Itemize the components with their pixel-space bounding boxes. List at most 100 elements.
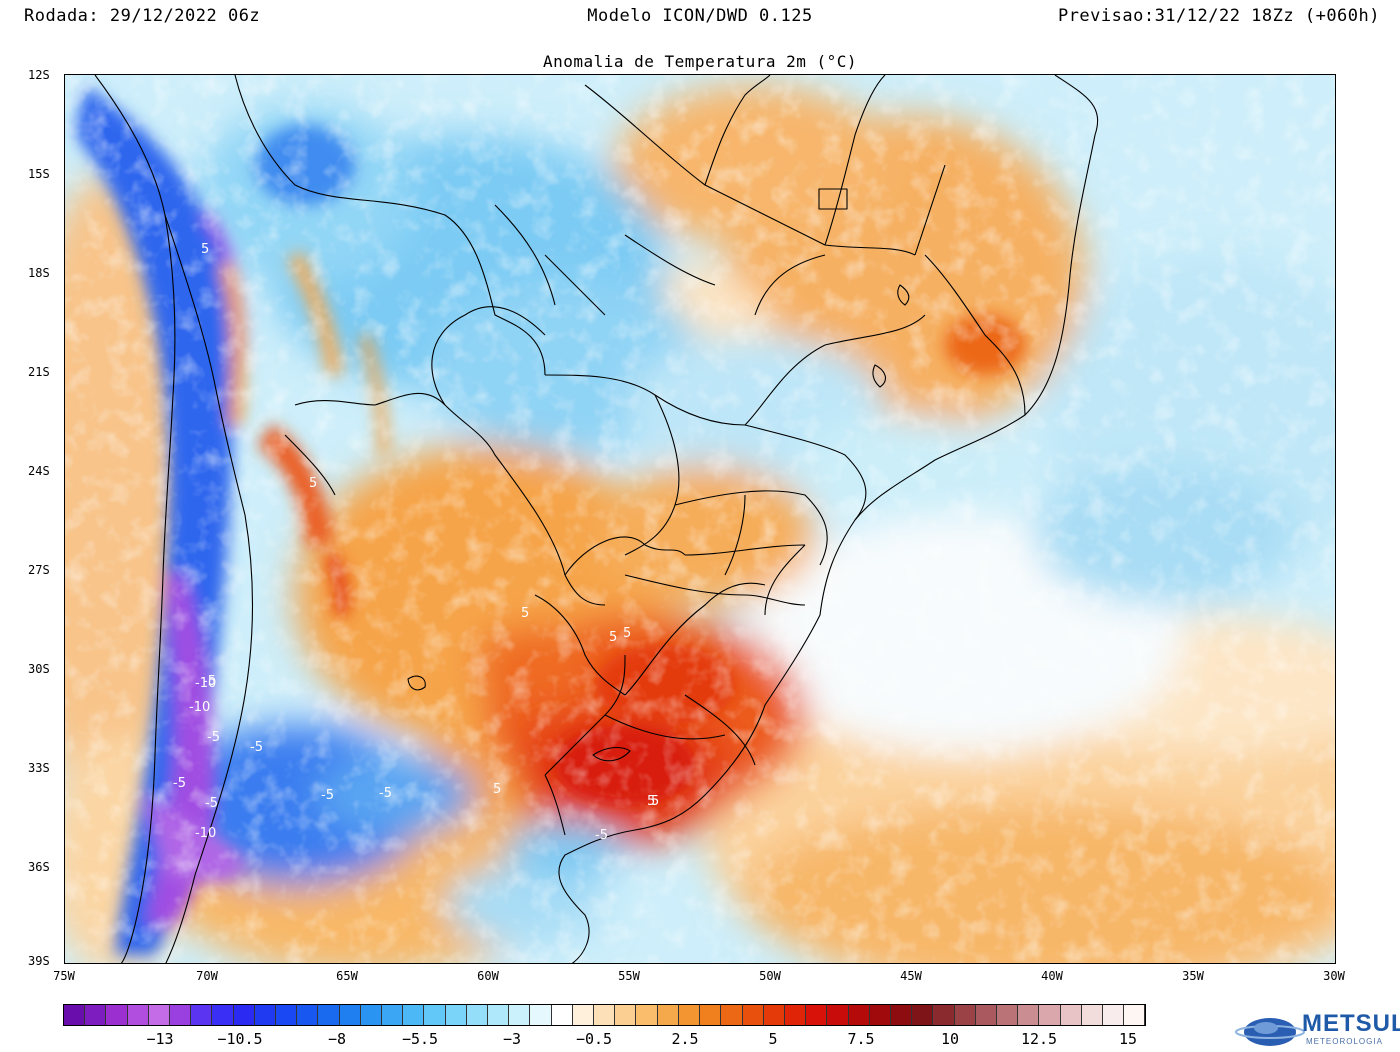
contour-label: -5 (205, 796, 218, 811)
colorbar-swatch (509, 1005, 531, 1025)
map-canvas: 5 5 5 -5 5 -5 -10 -10 -5 -5 -10 -5 -5 5 … (65, 75, 1335, 963)
colorbar-tick-label: 15 (1118, 1030, 1138, 1048)
colorbar-swatch (424, 1005, 446, 1025)
contour-label: -5 (203, 674, 216, 689)
latitude-label: 30S (28, 662, 50, 676)
contour-label: 5 (651, 794, 659, 809)
colorbar-swatch (763, 1005, 785, 1025)
contour-label: -10 (189, 700, 210, 715)
colorbar-swatch (276, 1005, 298, 1025)
latitude-label: 39S (28, 954, 50, 968)
longitude-label: 65W (336, 969, 358, 983)
contour-label: 5 (521, 606, 529, 621)
colorbar-swatch (742, 1005, 764, 1025)
colorbar-swatch (1081, 1005, 1103, 1025)
colorbar-swatch (784, 1005, 807, 1025)
colorbar-swatch (212, 1005, 234, 1025)
colorbar-swatch (912, 1005, 934, 1025)
latitude-label: 24S (28, 464, 50, 478)
colorbar-tick-label: −3 (502, 1030, 522, 1048)
contour-label: 5 (647, 794, 655, 809)
colorbar-swatch (827, 1005, 849, 1025)
colorbar-swatch (254, 1005, 277, 1025)
forecast-time-label: Previsao:31/12/22 18Zz (+060h) (1057, 6, 1380, 26)
contour-label: -5 (207, 730, 220, 745)
colorbar-tick-label: −5.5 (401, 1030, 439, 1048)
colorbar-swatch (721, 1005, 743, 1025)
latitude-label: 33S (28, 761, 50, 775)
colorbar-tick-label: 10 (940, 1030, 960, 1048)
contour-label: 5 (309, 476, 317, 491)
colorbar-tick-label: 7.5 (847, 1030, 875, 1048)
colorbar-swatch (848, 1005, 870, 1025)
longitude-label: 30W (1323, 969, 1345, 983)
contour-label: -5 (379, 786, 392, 801)
latitude-label: 21S (28, 365, 50, 379)
colorbar-swatch (1039, 1005, 1061, 1025)
colorbar-swatch (530, 1005, 552, 1025)
colorbar-swatch (382, 1005, 404, 1025)
colorbar-swatch (572, 1005, 595, 1025)
colorbar-swatch (933, 1005, 955, 1025)
longitude-label: 75W (53, 969, 75, 983)
colorbar-swatch (170, 1005, 192, 1025)
longitude-label: 70W (196, 969, 218, 983)
colorbar-swatch (869, 1005, 891, 1025)
colorbar-swatch (594, 1005, 616, 1025)
colorbar-swatch (1018, 1005, 1040, 1025)
longitude-label: 45W (900, 969, 922, 983)
colorbar-tick-label: −10.5 (217, 1030, 263, 1048)
colorbar-swatch (445, 1005, 467, 1025)
colorbar-swatch (148, 1005, 171, 1025)
contour-label: 5 (609, 630, 617, 645)
colorbar-swatch (191, 1005, 213, 1025)
colorbar-swatch (64, 1005, 86, 1025)
colorbar-swatch (636, 1005, 658, 1025)
colorbar-swatch (466, 1005, 489, 1025)
contour-label: 5 (623, 626, 631, 641)
latitude-label: 18S (28, 266, 50, 280)
colorbar-swatch (890, 1005, 913, 1025)
latitude-label: 15S (28, 167, 50, 181)
contour-label: -5 (250, 740, 263, 755)
colorbar-tick-label: 2.5 (671, 1030, 699, 1048)
colorbar-swatch (615, 1005, 637, 1025)
colorbar-swatch (954, 1005, 976, 1025)
model-name-label: Modelo ICON/DWD 0.125 (587, 6, 813, 26)
run-time-label: Rodada: 29/12/2022 06z (24, 6, 261, 26)
longitude-label: 60W (477, 969, 499, 983)
colorbar-swatch (657, 1005, 679, 1025)
colorbar-swatch (1060, 1005, 1082, 1025)
colorbar-swatch (1102, 1005, 1125, 1025)
colorbar-swatch (85, 1005, 107, 1025)
colorbar-swatch (678, 1005, 701, 1025)
contour-label: 5 (493, 782, 501, 797)
map-title: Anomalia de Temperatura 2m (°C) (542, 52, 858, 71)
contour-label: -10 (195, 676, 216, 691)
logo-wordmark: METSUL (1302, 1010, 1400, 1037)
colorbar-swatch (127, 1005, 149, 1025)
colorbar-swatch (339, 1005, 361, 1025)
longitude-label: 35W (1182, 969, 1204, 983)
colorbar-swatch (551, 1005, 573, 1025)
contour-label: -10 (195, 826, 216, 841)
contour-label: -5 (321, 788, 334, 803)
temperature-anomaly-map: 5 5 5 -5 5 -5 -10 -10 -5 -5 -10 -5 -5 5 … (64, 74, 1336, 964)
colorbar-swatch (233, 1005, 255, 1025)
longitude-label: 40W (1041, 969, 1063, 983)
colorbar-swatch (1124, 1005, 1146, 1025)
colorbar-tick-label: 5 (768, 1030, 778, 1048)
longitude-label: 50W (759, 969, 781, 983)
contour-labels: 5 5 5 -5 5 -5 -10 -10 -5 -5 -10 -5 -5 5 … (173, 242, 659, 843)
metsul-logo (1235, 1018, 1305, 1046)
country-and-state-boundaries (94, 75, 1099, 963)
colorbar-tick-label: 12.5 (1020, 1030, 1058, 1048)
latitude-label: 36S (28, 860, 50, 874)
colorbar-swatch (700, 1005, 722, 1025)
colorbar-swatch (806, 1005, 828, 1025)
colorbar-swatch (975, 1005, 997, 1025)
latitude-label: 12S (28, 68, 50, 82)
contour-label: -5 (173, 776, 186, 791)
colorbar-tick-label: −0.5 (575, 1030, 613, 1048)
colorbar-swatch (360, 1005, 383, 1025)
